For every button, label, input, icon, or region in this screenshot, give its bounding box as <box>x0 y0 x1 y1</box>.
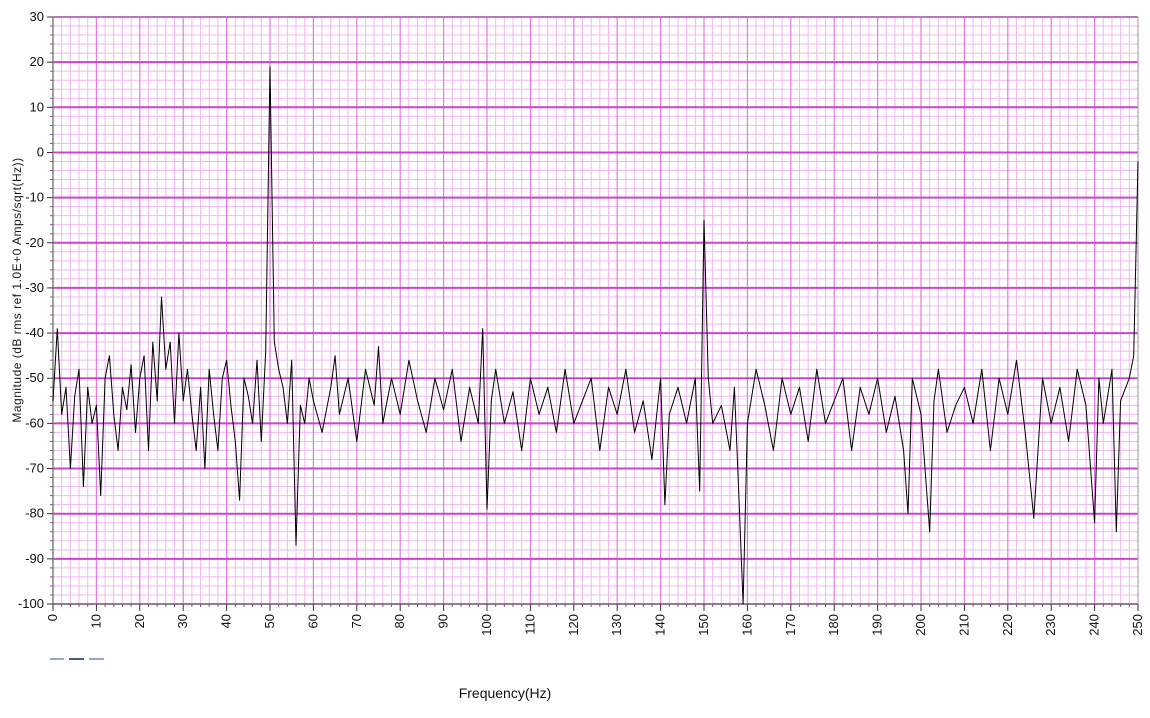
series-layer <box>52 66 1139 605</box>
x-tick-label: 240 <box>1087 614 1102 636</box>
x-tick-label: 230 <box>1043 614 1058 636</box>
x-tick-label: 250 <box>1130 614 1145 636</box>
x-axis-title: Frequency(Hz) <box>459 685 552 701</box>
y-tick-label: -80 <box>25 506 44 521</box>
x-tick-label: 70 <box>349 614 364 628</box>
x-tick-label: 130 <box>609 614 624 636</box>
x-tick-label: 0 <box>45 614 60 621</box>
x-tick-label: 90 <box>436 614 451 628</box>
y-tick-layer: 30 20 10 0 -10 -20 -30 -40 -50 -60 -70 -80 -90 -100 <box>18 9 53 611</box>
x-tick-label: 120 <box>566 614 581 636</box>
y-tick-label: 30 <box>30 9 44 24</box>
plot-frame-layer <box>52 16 1139 605</box>
y-tick-label: -100 <box>18 596 44 611</box>
x-tick-label: 180 <box>826 614 841 636</box>
x-tick-layer: 0 10 20 30 40 50 60 70 80 90 100 110 120 130 140 150 160… <box>45 604 1145 636</box>
x-tick-label: 100 <box>479 614 494 636</box>
x-tick-label: 200 <box>913 614 928 636</box>
x-tick-label: 50 <box>262 614 277 628</box>
y-tick-label: -10 <box>25 190 44 205</box>
spectrum-series-line <box>52 66 1139 605</box>
y-axis-title: Magnitude (dB rms ref 1.0E+0 Amps/sqrt(H… <box>10 157 24 422</box>
y-tick-label: -30 <box>25 280 44 295</box>
x-tick-label: 110 <box>522 614 537 635</box>
x-tick-label: 10 <box>88 614 103 628</box>
x-tick-label: 150 <box>696 614 711 636</box>
x-tick-label: 210 <box>956 614 971 636</box>
y-tick-label: -60 <box>25 415 44 430</box>
x-tick-label: 60 <box>305 614 320 628</box>
x-tick-label: 140 <box>653 614 668 636</box>
x-tick-label: 80 <box>392 614 407 628</box>
x-tick-label: 160 <box>739 614 754 636</box>
x-tick-label: 220 <box>1000 614 1015 636</box>
y-tick-label: 20 <box>30 54 44 69</box>
y-tick-label: -50 <box>25 370 44 385</box>
y-tick-label: 10 <box>30 99 44 114</box>
y-tick-label: -40 <box>25 325 44 340</box>
x-tick-label: 190 <box>870 614 885 636</box>
y-tick-label: -90 <box>25 551 44 566</box>
y-tick-label: -70 <box>25 461 44 476</box>
x-tick-label: 30 <box>175 614 190 628</box>
x-tick-label: 170 <box>783 614 798 636</box>
x-tick-label: 20 <box>132 614 147 628</box>
x-tick-label: 40 <box>219 614 234 628</box>
y-tick-label: -20 <box>25 235 44 250</box>
y-tick-label: 0 <box>37 144 44 159</box>
